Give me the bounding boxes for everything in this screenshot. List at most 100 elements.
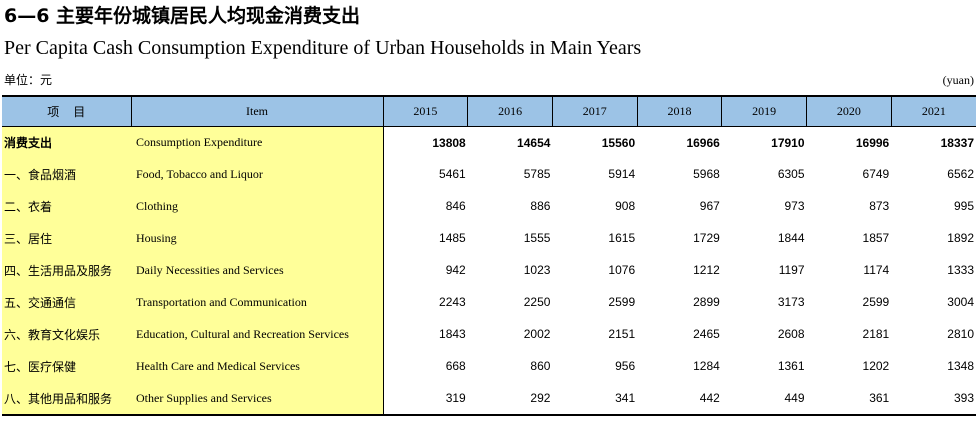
cell-value: 1615 bbox=[608, 231, 636, 245]
cell-value: 449 bbox=[721, 382, 807, 416]
header-item-cn: 项目 bbox=[2, 95, 132, 127]
cell-value: 1284 bbox=[693, 359, 720, 373]
row-label-en: Daily Necessities and Services bbox=[131, 254, 384, 286]
expenditure-table: 项目 Item 2015 2016 2017 2018 2019 2020 20… bbox=[2, 95, 976, 416]
unit-label-cn: 单位：元 bbox=[4, 73, 53, 87]
cell-value: 1333 bbox=[947, 263, 974, 277]
cell-value: 1729 bbox=[693, 231, 720, 245]
cell-value: 13808 bbox=[432, 135, 466, 150]
row-label-en: Other Supplies and Services bbox=[131, 382, 384, 416]
row-label-cn: 六、教育文化娱乐 bbox=[2, 318, 131, 350]
header-year: 2020 bbox=[806, 95, 892, 127]
cell-value: 6749 bbox=[862, 167, 890, 181]
cell-value: 995 bbox=[953, 199, 974, 213]
row-label-en: Food, Tobacco and Liquor bbox=[131, 158, 384, 190]
page-title-cn: 6—6 主要年份城镇居民人均现金消费支出 bbox=[4, 5, 361, 27]
cell-value: 5461 bbox=[439, 167, 466, 181]
row-label-en: Clothing bbox=[131, 190, 384, 222]
row-label-cn: 消费支出 bbox=[2, 126, 131, 158]
table-row: 三、居住 Housing 1485 1555 1615 1729 1844 1857 1892 bbox=[2, 222, 976, 254]
cell-value: 15560 bbox=[601, 135, 636, 150]
cell-value: 2181 bbox=[862, 327, 890, 341]
header-year: 2019 bbox=[721, 95, 808, 127]
table-row: 七、医疗保健 Health Care and Medical Services 66… bbox=[2, 350, 976, 382]
table-row-total: 消费支出 Consumption Expenditure 13808 14654 155… bbox=[2, 126, 976, 158]
row-label-en: Housing bbox=[131, 222, 384, 254]
cell-value: 319 bbox=[383, 382, 468, 416]
row-label-en: Health Care and Medical Services bbox=[131, 350, 384, 382]
cell-value: 1076 bbox=[608, 263, 636, 277]
cell-value: 6562 bbox=[947, 167, 974, 181]
cell-value: 16996 bbox=[855, 135, 890, 150]
cell-value: 2243 bbox=[439, 295, 466, 309]
cell-value: 1348 bbox=[947, 359, 974, 373]
cell-value: 956 bbox=[615, 359, 636, 373]
cell-value: 2810 bbox=[947, 327, 974, 341]
header-year: 2018 bbox=[637, 95, 723, 127]
cell-value: 442 bbox=[637, 382, 722, 416]
cell-value: 1174 bbox=[863, 263, 890, 277]
cell-value: 942 bbox=[445, 263, 466, 277]
page-title-en: Per Capita Cash Consumption Expenditure … bbox=[4, 37, 642, 59]
cell-value: 1212 bbox=[693, 263, 720, 277]
cell-value: 5968 bbox=[693, 167, 720, 181]
cell-value: 973 bbox=[784, 199, 805, 213]
cell-value: 2599 bbox=[862, 295, 890, 309]
cell-value: 1857 bbox=[862, 231, 890, 245]
table-row: 二、衣着 Clothing 846 886 908 967 973 873 995 bbox=[2, 190, 976, 222]
cell-value: 5914 bbox=[608, 167, 636, 181]
cell-value: 1843 bbox=[439, 327, 466, 341]
cell-value: 908 bbox=[615, 199, 636, 213]
cell-value: 1892 bbox=[947, 231, 974, 245]
table-row: 八、其他用品和服务 Other Supplies and Services 319 2… bbox=[2, 382, 976, 416]
cell-value: 1485 bbox=[439, 231, 466, 245]
row-label-cn: 八、其他用品和服务 bbox=[2, 382, 131, 416]
cell-value: 1555 bbox=[523, 231, 551, 245]
cell-value: 1361 bbox=[777, 359, 805, 373]
row-label-en: Consumption Expenditure bbox=[131, 126, 384, 158]
cell-value: 292 bbox=[467, 382, 553, 416]
cell-value: 3004 bbox=[947, 295, 974, 309]
header-item-en: Item bbox=[131, 95, 384, 127]
row-label-cn: 七、医疗保健 bbox=[2, 350, 131, 382]
cell-value: 886 bbox=[530, 199, 551, 213]
cell-value: 18337 bbox=[940, 135, 974, 150]
table-row: 五、交通通信 Transportation and Communication 22… bbox=[2, 286, 976, 318]
row-label-cn: 三、居住 bbox=[2, 222, 131, 254]
cell-value: 1197 bbox=[778, 263, 805, 277]
cell-value: 6305 bbox=[777, 167, 805, 181]
cell-value: 361 bbox=[806, 382, 892, 416]
header-year: 2017 bbox=[552, 95, 638, 127]
cell-value: 3173 bbox=[777, 295, 805, 309]
cell-value: 2002 bbox=[523, 327, 551, 341]
cell-value: 2465 bbox=[693, 327, 720, 341]
cell-value: 1023 bbox=[523, 263, 551, 277]
header-year: 2016 bbox=[467, 95, 553, 127]
row-label-cn: 一、食品烟酒 bbox=[2, 158, 131, 190]
cell-value: 873 bbox=[869, 199, 890, 213]
row-label-cn: 四、生活用品及服务 bbox=[2, 254, 131, 286]
table-row: 一、食品烟酒 Food, Tobacco and Liquor 5461 5785 59… bbox=[2, 158, 976, 190]
cell-value: 2599 bbox=[608, 295, 636, 309]
cell-value: 967 bbox=[699, 199, 720, 213]
row-label-cn: 二、衣着 bbox=[2, 190, 131, 222]
cell-value: 2608 bbox=[777, 327, 805, 341]
header-year: 2021 bbox=[891, 95, 976, 127]
header-year: 2015 bbox=[383, 95, 469, 127]
cell-value: 668 bbox=[445, 359, 466, 373]
cell-value: 14654 bbox=[517, 135, 551, 150]
cell-value: 1202 bbox=[862, 359, 890, 373]
cell-value: 846 bbox=[445, 199, 466, 213]
cell-value: 341 bbox=[552, 382, 638, 416]
table-row: 四、生活用品及服务 Daily Necessities and Services 9… bbox=[2, 254, 976, 286]
cell-value: 860 bbox=[530, 359, 551, 373]
row-label-en: Education, Cultural and Recreation Servi… bbox=[131, 318, 384, 350]
row-label-cn: 五、交通通信 bbox=[2, 286, 131, 318]
cell-value: 5785 bbox=[523, 167, 551, 181]
row-label-en: Transportation and Communication bbox=[131, 286, 384, 318]
table-body: 消费支出 Consumption Expenditure 13808 14654 155… bbox=[2, 126, 976, 416]
cell-value: 2250 bbox=[523, 295, 551, 309]
cell-value: 2899 bbox=[693, 295, 720, 309]
table-row: 六、教育文化娱乐 Education, Cultural and Recreati… bbox=[2, 318, 976, 350]
cell-value: 16966 bbox=[686, 135, 720, 150]
